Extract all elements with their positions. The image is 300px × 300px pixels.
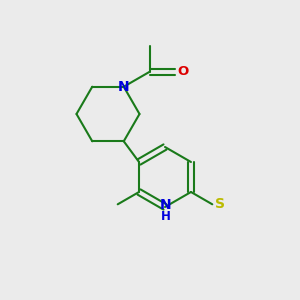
Text: O: O <box>177 65 188 78</box>
Text: S: S <box>215 197 225 211</box>
Text: H: H <box>161 210 170 223</box>
Text: N: N <box>118 80 130 94</box>
Text: N: N <box>160 198 171 212</box>
